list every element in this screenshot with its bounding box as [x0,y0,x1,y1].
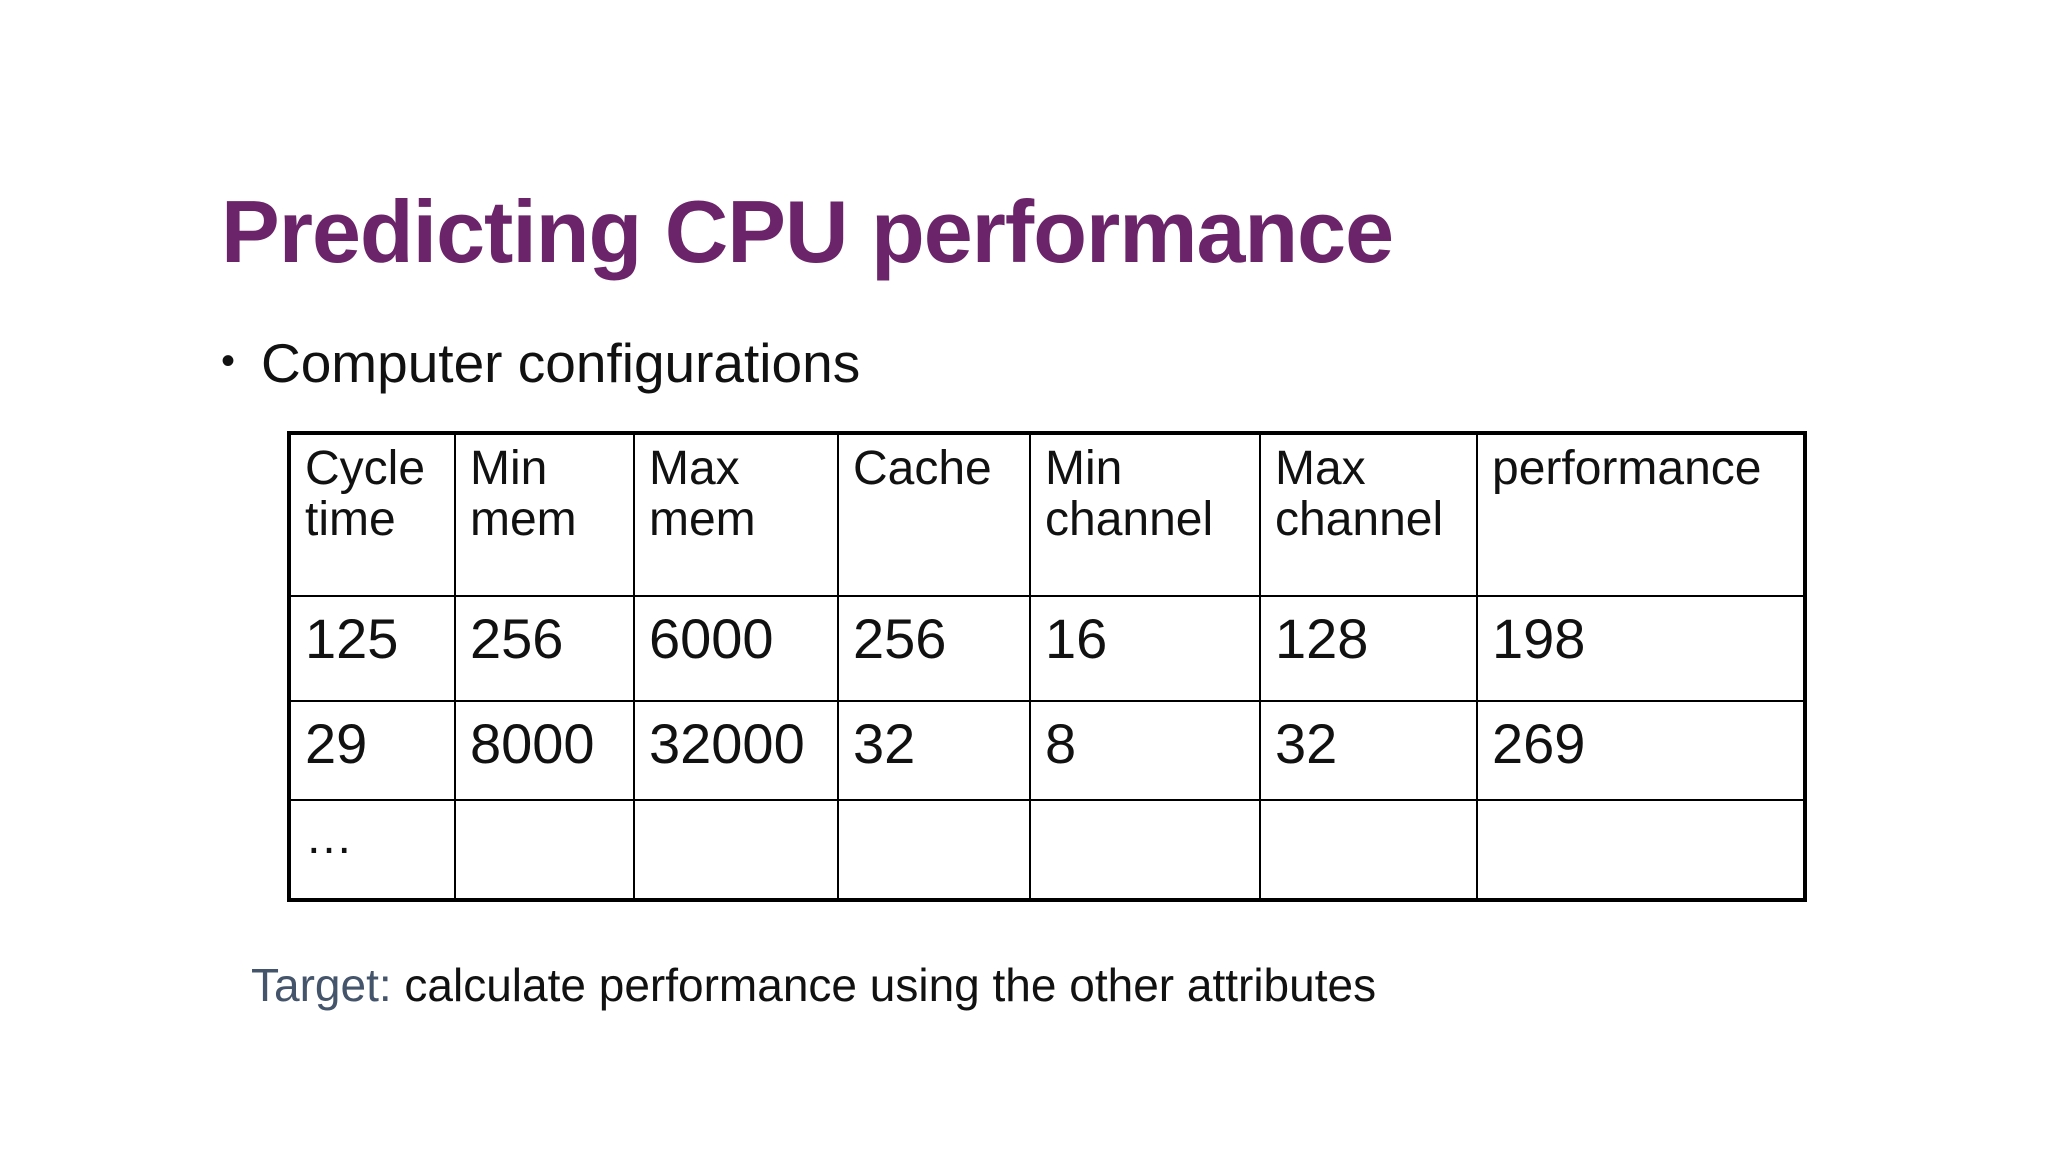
table-cell [837,799,1031,901]
header-line: Max [1275,442,1366,495]
target-note: Target: calculate performance using the … [251,958,1376,1013]
header-line: time [305,493,396,546]
table-cell: 29 [288,700,456,801]
table-header-cell: Cache [837,432,1031,597]
table-cell: 128 [1259,595,1478,702]
table-cell [633,799,839,901]
table-header-row: Cycle time Min mem Max mem Cache Min channel… [288,432,1806,597]
table-header-cell: Max channel [1259,432,1478,597]
table-cell [454,799,635,901]
bullet-icon: • [221,339,236,383]
table-row: 29 8000 32000 32 8 32 269 [288,700,1806,801]
table-header-cell: Cycle time [288,432,456,597]
header-line: Max [649,442,740,495]
table-row: 125 256 6000 256 16 128 198 [288,595,1806,702]
table-cell: 32 [1259,700,1478,801]
config-table: Cycle time Min mem Max mem Cache Min channel… [287,431,1807,902]
table-cell: … [288,799,456,901]
table-header-cell: Min mem [454,432,635,597]
table-cell: 256 [837,595,1031,702]
table-header-cell: performance [1476,432,1806,597]
table-cell: 198 [1476,595,1806,702]
header-line: Cache [853,442,992,495]
table-cell: 32 [837,700,1031,801]
table-header-cell: Min channel [1029,432,1261,597]
header-line: channel [1045,493,1214,546]
table-header-cell: Max mem [633,432,839,597]
table-cell [1259,799,1478,901]
table-cell: 8000 [454,700,635,801]
table-cell: 256 [454,595,635,702]
header-line: Min [470,442,548,495]
slide-title: Predicting CPU performance [221,182,1394,281]
header-line: performance [1492,442,1762,495]
header-line: mem [470,493,577,546]
table-cell: 6000 [633,595,839,702]
table-cell: 125 [288,595,456,702]
target-text: calculate performance using the other at… [391,959,1377,1011]
header-line: Cycle [305,442,426,495]
table-cell [1476,799,1806,901]
header-line: mem [649,493,756,546]
table-cell: 16 [1029,595,1261,702]
header-line: channel [1275,493,1444,546]
bullet-item: • Computer configurations [221,330,860,396]
table-cell: 32000 [633,700,839,801]
table-cell: 8 [1029,700,1261,801]
bullet-text: Computer configurations [261,332,861,394]
table-cell: 269 [1476,700,1806,801]
table-cell [1029,799,1261,901]
target-label: Target: [251,959,392,1011]
table-row: … [288,799,1806,901]
header-line: Min [1045,442,1123,495]
